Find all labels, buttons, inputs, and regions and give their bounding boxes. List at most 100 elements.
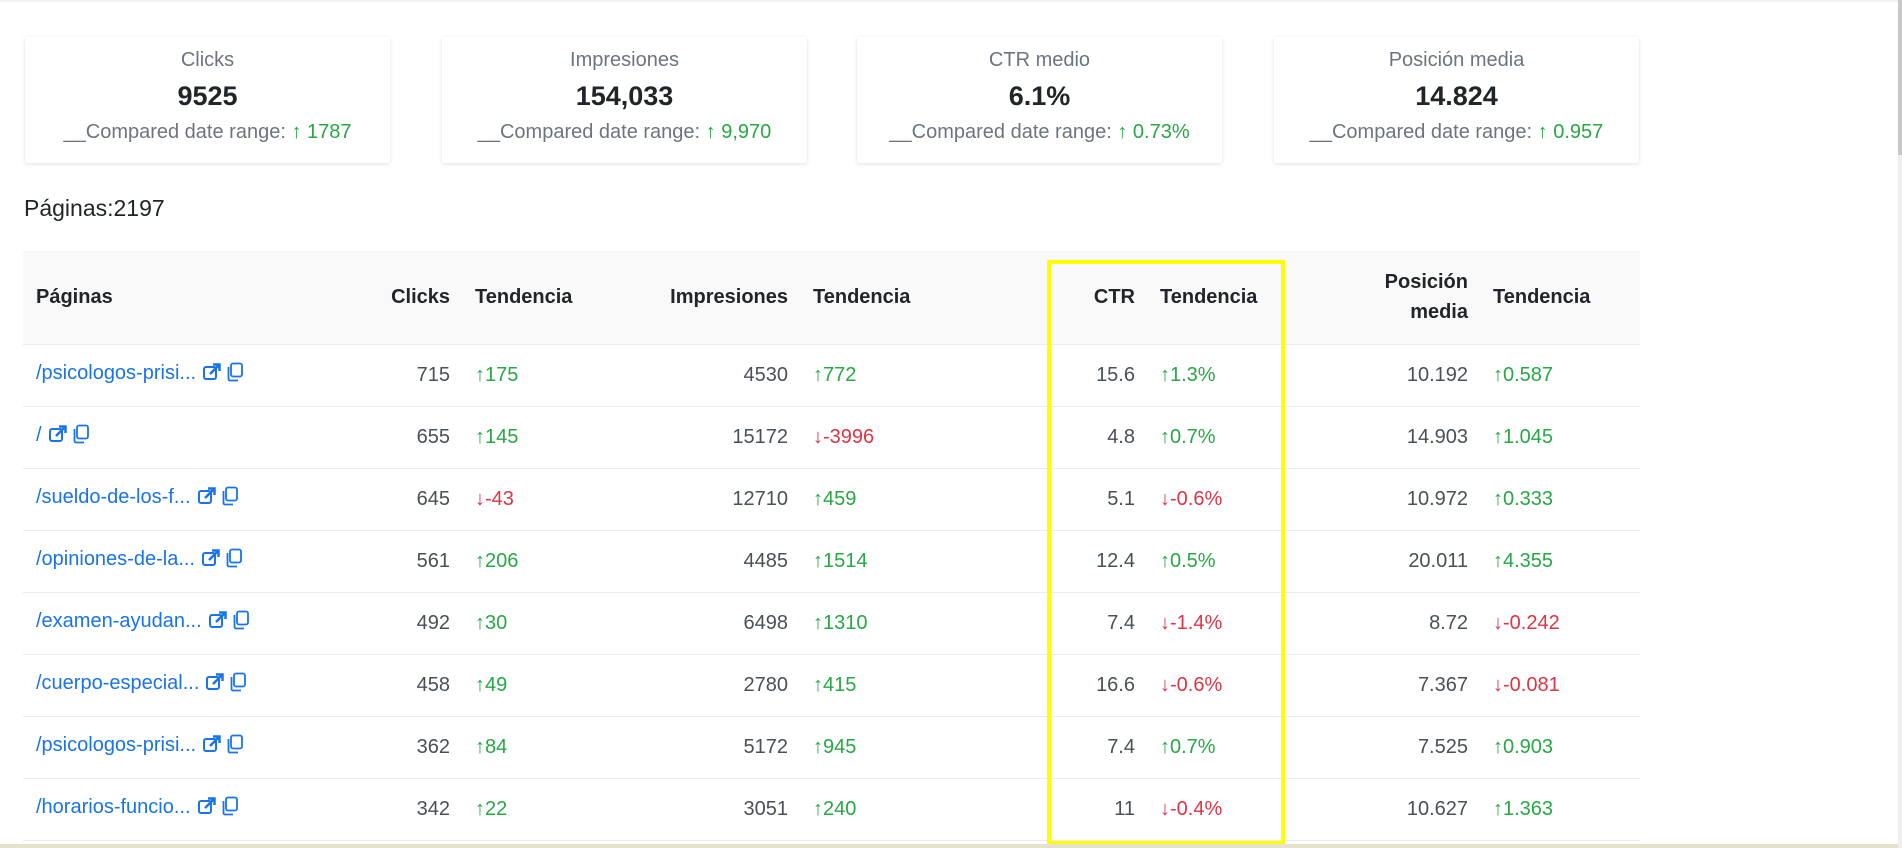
ctr-trend: ↓-0.4%	[1160, 797, 1223, 820]
page-cell: /examen-ayudan...	[23, 592, 390, 654]
compare-value: 0.957	[1553, 121, 1604, 143]
card-compare: __Compared date range: ↑ 9,970	[442, 121, 807, 144]
clicks-value: 561	[416, 549, 450, 572]
position-value: 7.525	[1417, 735, 1468, 758]
ctr-trend: ↑0.5%	[1160, 549, 1216, 572]
copy-icon[interactable]	[232, 610, 250, 636]
impressions-value: 3051	[743, 797, 789, 820]
header-clicks-trend[interactable]: Tendencia	[475, 285, 573, 308]
page-cell: /	[23, 406, 390, 468]
card-compare: __Compared date range: ↑ 0.957	[1274, 121, 1639, 144]
copy-icon[interactable]	[72, 424, 90, 450]
external-link-icon[interactable]	[197, 796, 217, 822]
impressions-trend: ↑772	[813, 363, 857, 386]
top-divider	[0, 0, 1898, 2]
header-pages[interactable]: Páginas	[36, 285, 113, 308]
impressions-trend: ↑415	[813, 673, 857, 696]
arrow-up-icon: ↑	[1117, 121, 1128, 143]
external-link-icon[interactable]	[197, 486, 217, 512]
compare-value: 9,970	[721, 121, 772, 143]
page-link[interactable]: /psicologos-prisi...	[36, 734, 197, 756]
arrow-up-icon: ↑	[705, 121, 716, 143]
clicks-value: 715	[416, 363, 450, 386]
impressions-trend: ↓-3996	[813, 425, 875, 448]
impressions-trend: ↑459	[813, 487, 857, 510]
header-position-line1: Posición	[1384, 271, 1468, 294]
page-link[interactable]: /horarios-funcio...	[36, 796, 191, 818]
compare-value: 1787	[307, 121, 352, 143]
header-position[interactable]: Posición media	[1361, 251, 1468, 344]
copy-icon[interactable]	[226, 362, 244, 388]
card-title: CTR medio	[988, 49, 1091, 71]
external-link-icon[interactable]	[202, 362, 222, 388]
external-link-icon[interactable]	[201, 548, 221, 574]
table-row: /psicologos-prisi... 715 ↑175 4530 ↑772 …	[23, 344, 1640, 406]
external-link-icon[interactable]	[48, 424, 68, 450]
position-value: 14.903	[1406, 425, 1468, 448]
clicks-trend: ↑145	[475, 425, 519, 448]
header-impressions[interactable]: Impresiones	[670, 285, 788, 308]
copy-icon[interactable]	[225, 548, 243, 574]
copy-icon[interactable]	[229, 672, 247, 698]
clicks-trend: ↑49	[475, 673, 508, 696]
external-link-icon[interactable]	[202, 734, 222, 760]
external-link-icon[interactable]	[208, 610, 228, 636]
card-value: 154,033	[575, 81, 674, 111]
header-impressions-trend[interactable]: Tendencia	[813, 285, 911, 308]
impressions-value: 5172	[743, 735, 789, 758]
copy-icon[interactable]	[221, 486, 239, 512]
header-ctr[interactable]: CTR	[1093, 285, 1135, 308]
clicks-trend: ↑30	[475, 611, 508, 634]
header-position-trend[interactable]: Tendencia	[1493, 285, 1591, 308]
page-cell: /opiniones-de-la...	[23, 530, 390, 592]
impressions-trend: ↑1310	[813, 611, 868, 634]
page-link[interactable]: /examen-ayudan...	[36, 610, 202, 632]
card-value: 6.1%	[1008, 81, 1071, 111]
impressions-value: 12710	[732, 487, 788, 510]
header-ctr-trend[interactable]: Tendencia	[1160, 285, 1258, 308]
header-position-line2: media	[1410, 301, 1468, 324]
ctr-trend: ↓-0.6%	[1160, 673, 1223, 696]
compare-label: __Compared date range:	[477, 121, 701, 143]
table-header-row: Páginas Clicks Tendencia Impresiones Ten…	[23, 251, 1640, 344]
copy-icon[interactable]	[221, 796, 239, 822]
arrow-up-icon: ↑	[291, 121, 302, 143]
card-value: 14.824	[1415, 81, 1498, 111]
card-impressions: Impresiones 154,033 __Compared date rang…	[442, 37, 807, 163]
arrow-up-icon: ↑	[1537, 121, 1548, 143]
page-cell: /cuerpo-especial...	[23, 654, 390, 716]
page-link[interactable]: /cuerpo-especial...	[36, 672, 200, 694]
pages-table: Páginas Clicks Tendencia Impresiones Ten…	[23, 251, 1640, 841]
clicks-value: 458	[416, 673, 450, 696]
header-clicks[interactable]: Clicks	[391, 285, 450, 308]
position-trend: ↑0.587	[1493, 363, 1554, 386]
clicks-value: 645	[416, 487, 450, 510]
ctr-value: 12.4	[1096, 549, 1135, 572]
ctr-value: 5.1	[1107, 487, 1135, 510]
clicks-trend: ↓-43	[475, 487, 514, 510]
vertical-scrollbar[interactable]	[1898, 0, 1902, 848]
impressions-value: 6498	[743, 611, 789, 634]
position-value: 10.627	[1406, 797, 1468, 820]
compare-value: 0.73%	[1132, 121, 1190, 143]
table-row: /examen-ayudan... 492 ↑30 6498 ↑1310 7.4…	[23, 592, 1640, 654]
clicks-value: 342	[416, 797, 450, 820]
impressions-trend: ↑1514	[813, 549, 868, 572]
card-compare: __Compared date range: ↑ 0.73%	[857, 121, 1222, 144]
external-link-icon[interactable]	[205, 672, 225, 698]
impressions-value: 4485	[743, 549, 789, 572]
page-link[interactable]: /psicologos-prisi...	[36, 362, 197, 384]
bottom-bar	[0, 844, 1902, 848]
impressions-trend: ↑240	[813, 797, 857, 820]
position-trend: ↑4.355	[1493, 549, 1554, 572]
page-link[interactable]: /sueldo-de-los-f...	[36, 486, 191, 508]
page-link[interactable]: /	[36, 424, 42, 446]
page-link[interactable]: /opiniones-de-la...	[36, 548, 195, 570]
impressions-value: 2780	[743, 673, 789, 696]
table-row: /cuerpo-especial... 458 ↑49 2780 ↑415 16…	[23, 654, 1640, 716]
scrollbar-thumb[interactable]	[1898, 0, 1902, 155]
clicks-trend: ↑84	[475, 735, 508, 758]
copy-icon[interactable]	[226, 734, 244, 760]
card-title: Clicks	[180, 49, 235, 71]
impressions-value: 4530	[743, 363, 789, 386]
